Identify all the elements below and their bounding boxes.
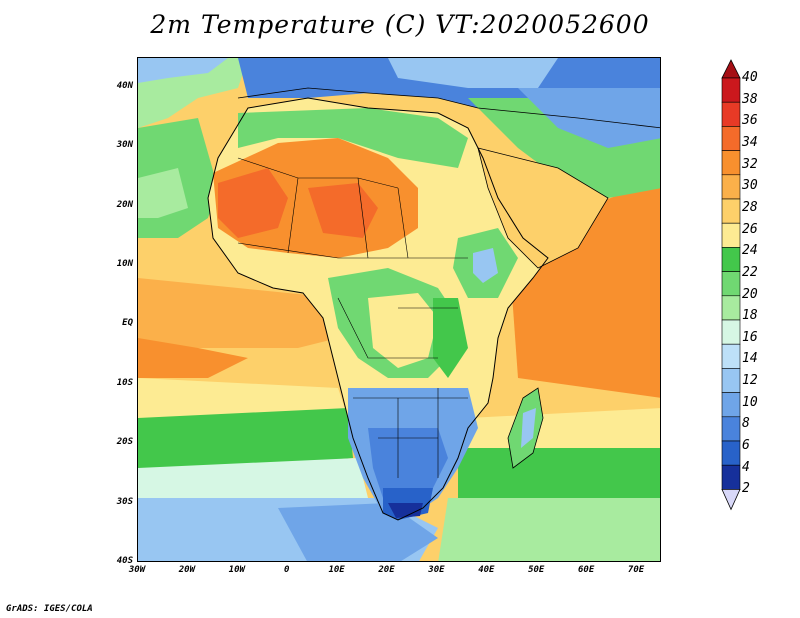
lon-tick-label: 0	[283, 565, 290, 575]
south-atlantic-band-green	[138, 408, 353, 478]
europe-coastline	[237, 87, 660, 129]
colorbar-segment	[721, 368, 741, 393]
colorbar-segment	[721, 150, 741, 176]
south-atlantic-band-pale	[138, 458, 368, 508]
lon-tick-label: 20E	[378, 565, 395, 575]
colorbar	[721, 59, 741, 511]
colorbar-label: 26	[742, 221, 758, 237]
madagascar-cool	[521, 408, 536, 448]
colorbar-segment	[721, 174, 741, 200]
lon-tick-label: 10E	[328, 565, 345, 575]
colorbar-segment	[721, 126, 741, 151]
colorbar-label: 6	[742, 438, 750, 454]
gulf-guinea-orange	[138, 338, 248, 378]
colorbar-label: 32	[742, 156, 758, 172]
colorbar-segment	[721, 440, 741, 466]
colorbar-label: 10	[742, 394, 758, 410]
temperature-map	[138, 58, 660, 561]
great-lakes-green	[433, 298, 468, 378]
colorbar-label: 36	[742, 113, 758, 129]
colorbar-segment	[721, 392, 741, 418]
madagascar-coastline	[507, 387, 544, 469]
chart-title: 2m Temperature (C) VT:2020052600	[150, 10, 650, 39]
lat-tick-label: 10N	[116, 258, 133, 269]
ethiopia-cool	[473, 248, 498, 283]
colorbar-label: 24	[742, 243, 758, 259]
colorbar-label: 2	[742, 481, 750, 497]
lon-tick-label: 60E	[578, 565, 595, 575]
colorbar-label: 20	[742, 286, 758, 302]
indian-ocean-south-lightgreen	[438, 498, 660, 561]
lat-tick-label: EQ	[122, 318, 133, 329]
middle-east-blue	[518, 88, 660, 148]
europe-light	[388, 58, 558, 88]
lon-tick-label: 30E	[428, 565, 445, 575]
lat-tick-label: 40N	[116, 80, 133, 91]
colorbar-label: 40	[742, 70, 758, 85]
gulf-guinea-warm	[138, 278, 378, 348]
lon-tick-label: 30W	[128, 565, 146, 575]
arabia-warm	[478, 148, 608, 268]
colorbar-label: 16	[742, 329, 758, 345]
colorbar-label: 18	[742, 308, 758, 324]
grads-credit: GrADS: IGES/COLA	[6, 604, 93, 614]
lon-tick-label: 70E	[627, 565, 645, 575]
colorbar-label: 38	[742, 91, 758, 107]
north-atlantic-blue	[138, 58, 228, 83]
colorbar-segment	[721, 271, 741, 297]
congo-yellow	[368, 293, 438, 368]
indian-ocean-south-green	[458, 448, 660, 508]
colorbar-segment	[721, 464, 741, 490]
africa-coastline	[207, 97, 549, 521]
colorbar-segment	[721, 343, 741, 369]
lat-tick-label: 20S	[116, 437, 133, 448]
colorbar-segment	[721, 198, 741, 224]
lat-tick-label: 30N	[116, 140, 133, 151]
lat-tick-label: 20N	[116, 199, 133, 210]
colorbar-label: 12	[742, 373, 758, 389]
south-africa-darkest	[388, 503, 423, 518]
colorbar-label: 4	[742, 459, 750, 475]
colorbar-bottom-arrow	[721, 488, 741, 511]
colorbar-segment	[721, 247, 741, 272]
colorbar-segment	[721, 77, 741, 103]
arabia-coastline	[477, 147, 609, 269]
lat-tick-label: 40S	[116, 556, 133, 566]
lon-tick-label: 10W	[228, 565, 245, 575]
map-panel	[137, 57, 661, 562]
lon-tick-label: 40E	[478, 565, 495, 575]
colorbar-segment	[721, 101, 741, 127]
colorbar-segment	[721, 319, 741, 345]
lat-tick-label: 10S	[116, 377, 133, 388]
lon-tick-label: 20W	[178, 565, 196, 575]
colorbar-top-arrow	[721, 59, 741, 79]
colorbar-label: 22	[742, 264, 758, 280]
north-africa-green	[238, 108, 468, 168]
colorbar-label: 28	[742, 199, 758, 215]
colorbar-segment	[721, 295, 741, 321]
country-borders	[237, 157, 468, 478]
colorbar-segment	[721, 222, 741, 248]
colorbar-label: 14	[742, 351, 758, 367]
atlantic-light-green	[138, 168, 188, 218]
colorbar-segment	[721, 416, 741, 442]
lat-tick-label: 30S	[116, 496, 133, 507]
sahara-very-hot	[218, 168, 288, 238]
colorbar-label: 8	[742, 416, 750, 432]
colorbar-label: 34	[742, 134, 758, 150]
lon-tick-label: 50E	[528, 565, 545, 575]
colorbar-label: 30	[742, 178, 758, 194]
